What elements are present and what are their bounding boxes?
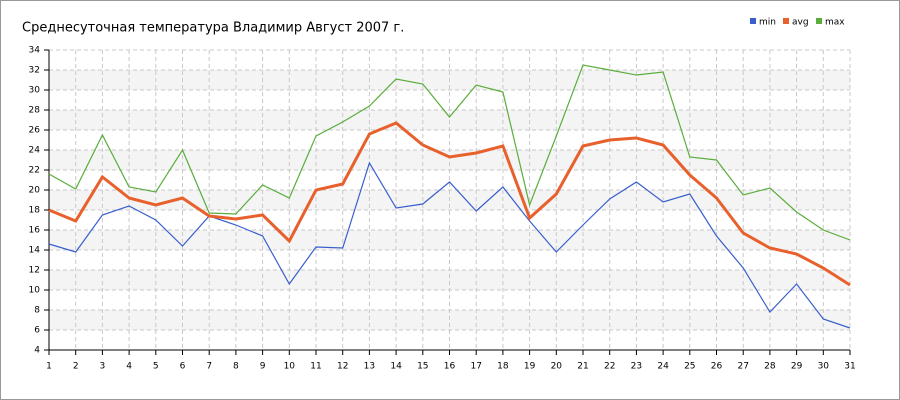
x-tick-label: 7 [206, 362, 212, 372]
y-tick-label: 8 [34, 306, 40, 316]
x-tick-label: 15 [417, 362, 428, 372]
legend-swatch [750, 18, 756, 24]
y-tick-label: 24 [29, 146, 41, 156]
y-tick-label: 6 [34, 326, 40, 336]
x-tick-label: 17 [470, 362, 481, 372]
x-tick-label: 14 [390, 362, 402, 372]
x-tick-label: 11 [310, 362, 321, 372]
x-tick-label: 10 [284, 362, 296, 372]
band [49, 270, 850, 290]
legend-swatch [816, 18, 822, 24]
x-tick-label: 30 [818, 362, 830, 372]
x-tick-label: 4 [126, 362, 132, 372]
x-tick-label: 18 [497, 362, 509, 372]
y-tick-label: 16 [29, 226, 41, 236]
series-line [48, 161, 851, 329]
x-tick-label: 1 [46, 362, 52, 372]
y-tick-label: 32 [29, 66, 40, 76]
x-tick-label: 9 [260, 362, 266, 372]
x-tick-label: 16 [444, 362, 456, 372]
x-tick-label: 29 [791, 362, 803, 372]
x-tick-label: 24 [657, 362, 669, 372]
x-tick-label: 27 [737, 362, 748, 372]
y-tick-label: 14 [29, 246, 41, 256]
x-tick-label: 13 [364, 362, 375, 372]
y-tick-label: 30 [29, 86, 41, 96]
x-tick-label: 8 [233, 362, 239, 372]
x-tick-label: 21 [577, 362, 588, 372]
y-tick-label: 26 [29, 126, 41, 136]
legend-label: max [825, 18, 845, 28]
y-tick-label: 34 [29, 46, 41, 56]
y-tick-label: 22 [29, 166, 40, 176]
chart-title: Среднесуточная температура Владимир Авгу… [22, 21, 404, 36]
y-tick-label: 28 [29, 106, 41, 116]
x-tick-label: 26 [711, 362, 723, 372]
x-tick-label: 31 [844, 362, 855, 372]
x-tick-label: 20 [551, 362, 563, 372]
series-line [48, 64, 851, 241]
x-tick-label: 3 [100, 362, 106, 372]
x-tick-label: 19 [524, 362, 536, 372]
x-tick-label: 28 [764, 362, 776, 372]
x-tick-label: 12 [337, 362, 348, 372]
x-tick-label: 22 [604, 362, 615, 372]
band [49, 150, 850, 170]
y-tick-label: 18 [29, 206, 41, 216]
y-tick-label: 10 [29, 286, 41, 296]
x-tick-label: 23 [631, 362, 642, 372]
x-tick-label: 6 [180, 362, 186, 372]
series-line [48, 121, 851, 287]
x-tick-label: 2 [73, 362, 79, 372]
x-tick-label: 5 [153, 362, 159, 372]
legend-label: avg [792, 18, 809, 28]
y-tick-label: 20 [29, 186, 41, 196]
y-tick-label: 12 [29, 266, 40, 276]
legend-swatch [783, 18, 789, 24]
y-tick-label: 4 [34, 346, 40, 356]
x-tick-label: 25 [684, 362, 695, 372]
legend-label: min [759, 18, 776, 28]
